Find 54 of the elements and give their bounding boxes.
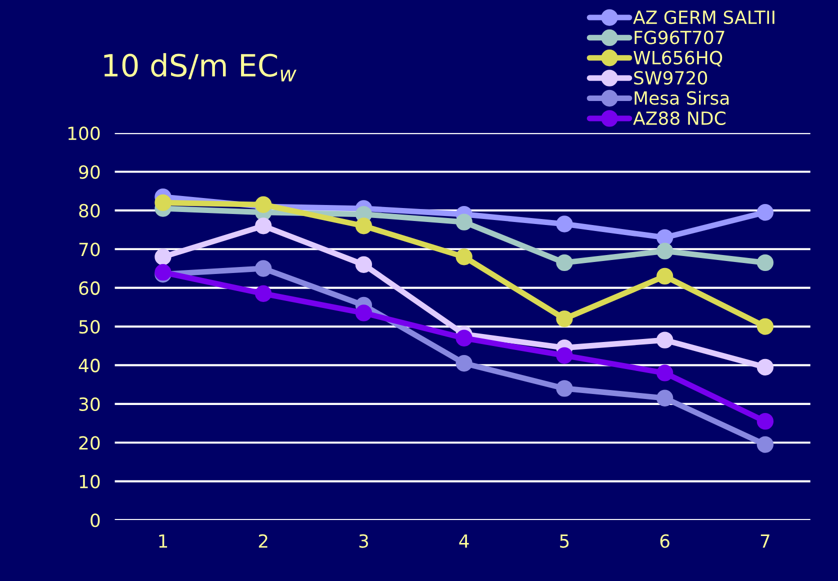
point [656, 268, 674, 285]
point [456, 354, 472, 372]
point [756, 204, 774, 221]
point [656, 229, 674, 246]
x-tick-label: 7 [760, 534, 770, 548]
point [656, 364, 674, 382]
point [556, 254, 573, 272]
point [756, 358, 774, 376]
point [556, 310, 573, 328]
y-tick-label: 90 [79, 165, 100, 179]
point [756, 412, 774, 430]
point [456, 248, 472, 266]
point [656, 242, 674, 260]
y-tick-label: 0 [90, 513, 100, 528]
y-tick-label: 10 [80, 474, 100, 488]
point [255, 285, 272, 302]
x-tick-label: 1 [159, 534, 168, 548]
point [154, 194, 172, 212]
point [255, 260, 272, 277]
point [355, 256, 372, 273]
legend-label: AZ88 NDC [633, 111, 726, 126]
legend-label: WL656HQ [634, 50, 722, 67]
y-tick-label: 30 [79, 397, 100, 412]
y-tick-label: 100 [68, 126, 100, 140]
x-tick-label: 2 [258, 534, 268, 548]
point [456, 214, 472, 230]
point [556, 380, 573, 397]
legend-label: FG96T707 [634, 30, 724, 44]
point [355, 218, 372, 234]
point [355, 304, 372, 322]
point [656, 390, 674, 406]
point [756, 318, 774, 335]
legend-label: Mesa Sirsa [634, 90, 729, 105]
x-tick-label: 5 [560, 534, 569, 548]
y-tick-label: 50 [79, 320, 100, 334]
y-tick-label: 20 [79, 436, 100, 450]
legend-label: AZ GERM SALTII [633, 10, 774, 24]
point [255, 218, 272, 234]
y-tick-label: 80 [79, 204, 100, 218]
x-tick-label: 3 [359, 534, 368, 548]
legend-label: SW9720 [634, 70, 708, 85]
point [656, 332, 674, 348]
point [756, 254, 774, 272]
x-tick-label: 4 [459, 534, 469, 548]
point [756, 436, 774, 453]
point [154, 248, 172, 266]
point [456, 330, 472, 346]
x-tick-label: 6 [660, 534, 670, 548]
point [556, 216, 573, 232]
y-tick-label: 70 [79, 242, 100, 256]
chart-title: 10 dS/m EC$_{w}$ [104, 53, 296, 82]
y-tick-label: 60 [79, 281, 100, 295]
point [556, 347, 573, 364]
y-tick-label: 40 [78, 358, 100, 372]
